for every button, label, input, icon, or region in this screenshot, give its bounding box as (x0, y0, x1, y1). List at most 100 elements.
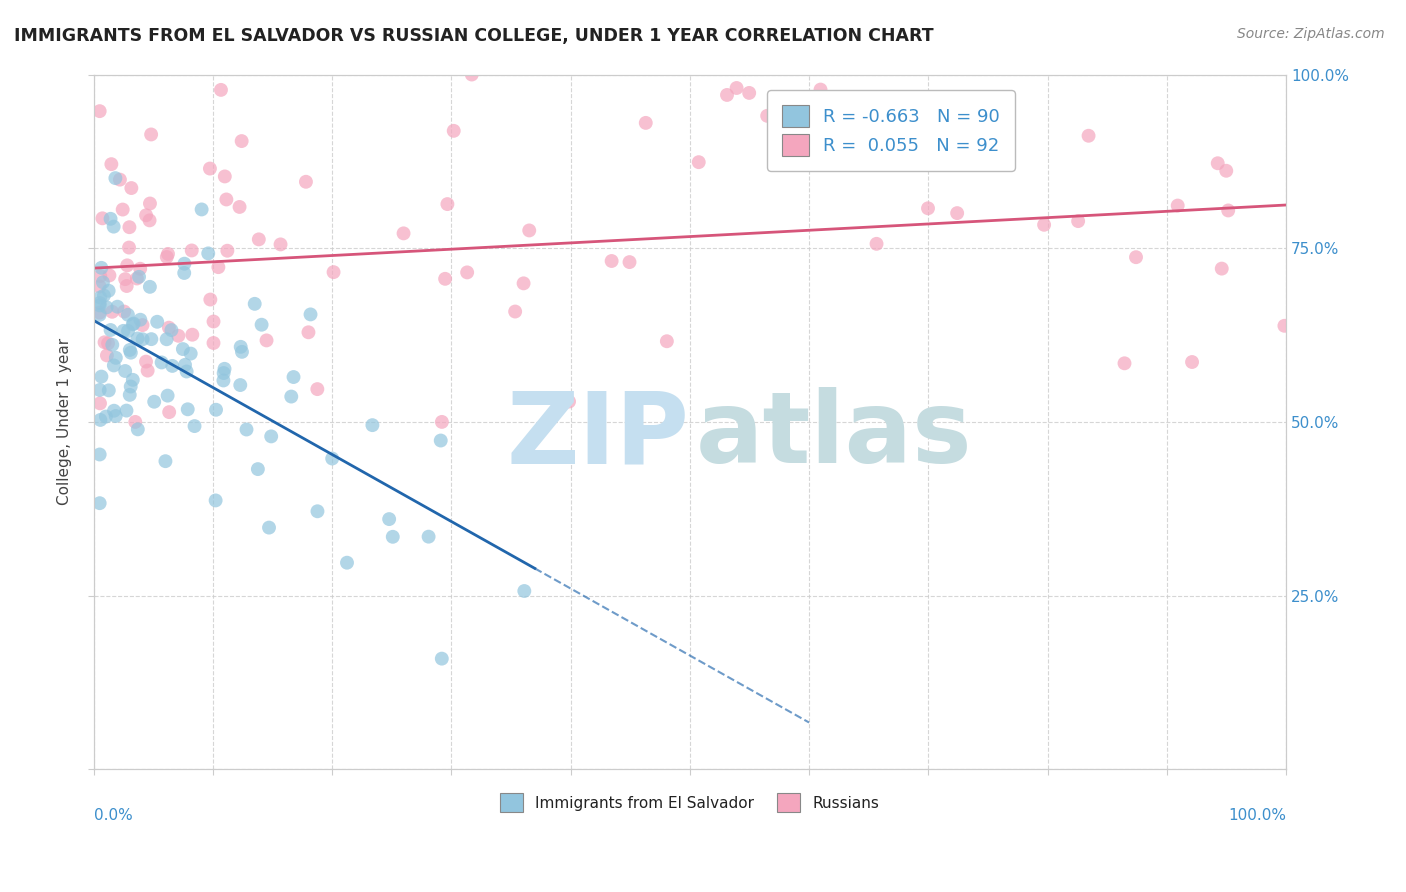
Point (157, 320, 180, 334)
Point (93, 335, 115, 350)
Point (89, 104, 111, 119)
Point (917, 202, 939, 216)
Point (634, 116, 657, 130)
Point (146, 315, 169, 329)
Point (90, 260, 112, 275)
Point (89, 448, 111, 462)
Point (129, 312, 152, 326)
Text: ZIP: ZIP (508, 387, 690, 484)
Point (297, 326, 319, 340)
Point (108, 172, 131, 186)
Point (946, 206, 969, 220)
Point (256, 334, 278, 348)
Point (111, 202, 134, 217)
Text: IMMIGRANTS FROM EL SALVADOR VS RUSSIAN COLLEGE, UNDER 1 YEAR CORRELATION CHART: IMMIGRANTS FROM EL SALVADOR VS RUSSIAN C… (14, 27, 934, 45)
Point (97, 336, 120, 351)
Point (299, 307, 322, 321)
Point (100, 323, 122, 337)
Point (117, 308, 139, 322)
Point (118, 343, 141, 357)
Point (115, 279, 138, 293)
Point (97, 284, 120, 298)
Point (228, 200, 250, 214)
Point (321, 451, 343, 466)
Point (143, 394, 166, 409)
Point (89, 413, 111, 427)
Point (517, 223, 540, 237)
Point (1077, 128, 1099, 143)
Point (122, 317, 145, 331)
Point (215, 193, 238, 207)
Point (89, 296, 111, 310)
Point (283, 370, 305, 384)
Point (619, 255, 641, 269)
Point (381, 530, 404, 544)
Point (104, 171, 127, 186)
Point (135, 208, 157, 222)
Point (436, 197, 458, 211)
Point (107, 300, 129, 314)
Point (229, 340, 252, 354)
Point (118, 241, 141, 255)
Point (1215, 163, 1237, 178)
Point (212, 374, 235, 388)
Point (155, 454, 177, 468)
Text: 0.0%: 0.0% (94, 807, 132, 822)
Point (135, 354, 157, 368)
Point (96, 348, 118, 362)
Point (89, 290, 111, 304)
Point (503, 304, 526, 318)
Point (1167, 198, 1189, 212)
Point (118, 388, 141, 402)
Point (101, 305, 124, 319)
Point (198, 161, 221, 176)
Point (1033, 218, 1056, 232)
Point (512, 277, 534, 291)
Point (1218, 203, 1240, 218)
Point (100, 211, 122, 226)
Point (434, 272, 457, 286)
Point (180, 244, 202, 258)
Point (177, 402, 200, 417)
Point (756, 109, 779, 123)
Point (112, 304, 135, 318)
Point (1067, 214, 1090, 228)
Point (810, 82, 832, 96)
Point (139, 128, 162, 142)
Point (738, 86, 761, 100)
Point (214, 169, 236, 184)
Point (247, 232, 270, 246)
Point (103, 403, 125, 417)
Point (865, 236, 887, 251)
Point (138, 213, 160, 227)
Point (430, 651, 453, 665)
Point (600, 254, 623, 268)
Point (336, 556, 359, 570)
Y-axis label: College, Under 1 year: College, Under 1 year (58, 338, 72, 506)
Point (120, 181, 142, 195)
Point (217, 244, 239, 258)
Point (392, 227, 415, 241)
Point (558, 394, 581, 409)
Point (89, 279, 111, 293)
Point (96, 301, 118, 315)
Point (162, 359, 184, 373)
Point (655, 334, 678, 349)
Point (173, 257, 195, 271)
Point (112, 324, 135, 338)
Point (173, 266, 195, 280)
Point (156, 389, 179, 403)
Point (117, 324, 139, 338)
Point (180, 346, 202, 360)
Point (174, 358, 197, 372)
Point (156, 250, 179, 264)
Point (89, 496, 111, 510)
Point (456, 265, 478, 279)
Point (104, 409, 127, 423)
Point (280, 390, 302, 404)
Point (131, 332, 153, 346)
Point (89, 396, 111, 410)
Point (121, 373, 143, 387)
Point (114, 272, 136, 286)
Point (513, 584, 536, 599)
